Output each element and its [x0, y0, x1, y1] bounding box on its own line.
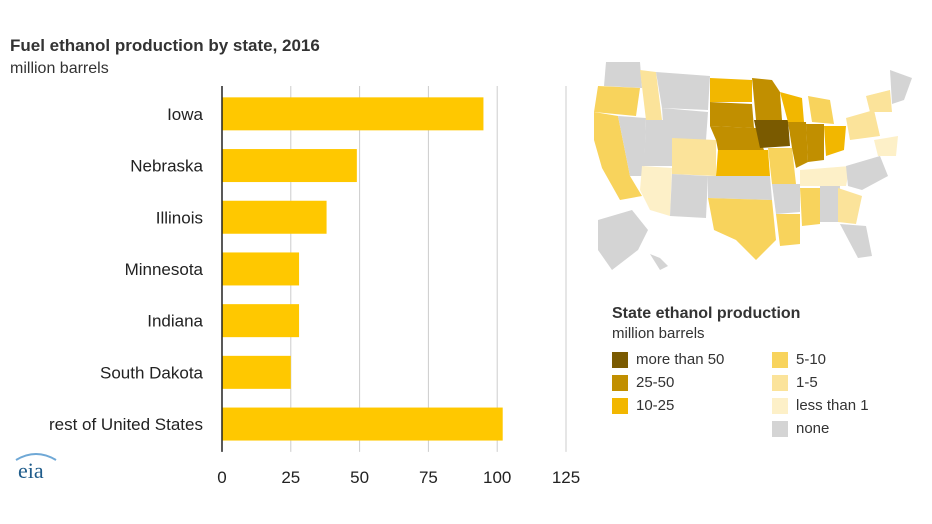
us-state-map [594, 62, 912, 270]
map-state [604, 62, 642, 88]
map-state [618, 116, 646, 176]
map-state [670, 174, 708, 218]
map-state [710, 102, 754, 128]
legend-swatch [612, 351, 628, 368]
legend-swatch [772, 374, 788, 391]
bar [222, 407, 503, 441]
map-state [716, 150, 770, 176]
x-tick-label: 125 [552, 468, 580, 487]
map-state [594, 86, 640, 116]
x-tick-label: 0 [217, 468, 226, 487]
map-state [772, 184, 800, 214]
eia-logo-text: eia [18, 458, 44, 483]
legend-label: 25-50 [636, 374, 675, 391]
legend-item: more than 50 [612, 348, 772, 371]
map-state [874, 136, 898, 156]
x-tick-label: 50 [350, 468, 369, 487]
map-state [672, 138, 716, 176]
category-label: South Dakota [100, 363, 204, 382]
legend-item: 1-5 [772, 371, 912, 394]
category-label: Nebraska [130, 157, 203, 176]
legend-items: more than 50 25-50 10-25 5-10 1-5 less t… [612, 348, 922, 440]
legend-item: 10-25 [612, 394, 772, 417]
legend-label: 1-5 [796, 374, 818, 391]
map-state [650, 254, 668, 270]
map-state [708, 198, 776, 260]
map-state [820, 186, 840, 222]
legend-swatch [772, 397, 788, 414]
category-label: Iowa [167, 105, 203, 124]
map-state [800, 188, 820, 226]
legend-item [612, 417, 772, 440]
map-state [752, 78, 782, 120]
bar [222, 304, 300, 338]
category-label: rest of United States [49, 415, 203, 434]
legend-swatch [772, 420, 788, 437]
chart-title: Fuel ethanol production by state, 2016 [10, 36, 320, 55]
x-tick-label: 75 [419, 468, 438, 487]
bar [222, 97, 484, 131]
map-state [866, 90, 892, 112]
map-state [644, 120, 672, 166]
bar [222, 355, 291, 389]
legend-label: 10-25 [636, 397, 675, 414]
map-states [594, 62, 912, 270]
map-state [656, 72, 710, 110]
map-state [846, 110, 880, 140]
map-state [846, 156, 888, 190]
map-state [708, 176, 772, 200]
legend-subtitle: million barrels [612, 325, 705, 342]
legend-label: 5-10 [796, 351, 827, 368]
map-legend: State ethanol production million barrels… [612, 305, 922, 440]
map-state [890, 70, 912, 104]
map-state [776, 214, 800, 246]
map-state [768, 148, 796, 184]
bar-chart: 0 25 50 75 100 125 Iowa Nebraska Illinois Minneso… [49, 86, 580, 487]
legend-item: none [772, 417, 912, 440]
map-state [806, 124, 824, 162]
legend-title: State ethanol production [612, 305, 801, 322]
category-label: Illinois [156, 208, 203, 227]
map-state [780, 92, 804, 122]
map-state [640, 70, 662, 120]
legend-item: less than 1 [772, 394, 912, 417]
map-state [640, 166, 672, 216]
x-tick-label: 25 [281, 468, 300, 487]
map-state [840, 224, 872, 258]
map-state [710, 126, 764, 150]
map-state [808, 96, 834, 124]
map-state [788, 122, 808, 168]
legend-label: less than 1 [796, 397, 869, 414]
chart-subtitle: million barrels [10, 60, 109, 77]
bar [222, 252, 300, 286]
map-state [824, 126, 846, 156]
x-tick-label: 100 [483, 468, 511, 487]
legend-label: more than 50 [636, 351, 725, 368]
map-state [662, 108, 708, 140]
map-state [800, 166, 850, 186]
legend-label: none [796, 420, 830, 437]
map-state [594, 112, 642, 200]
legend-item: 25-50 [612, 371, 772, 394]
map-state [598, 210, 648, 270]
map-state [754, 120, 790, 148]
bar [222, 149, 357, 183]
legend-item: 5-10 [772, 348, 912, 371]
category-label: Minnesota [125, 260, 204, 279]
legend-swatch [772, 351, 788, 368]
map-state [710, 78, 752, 102]
legend-swatch [612, 374, 628, 391]
map-state [838, 188, 862, 224]
eia-logo [15, 453, 57, 461]
bar [222, 200, 327, 234]
legend-swatch [612, 397, 628, 414]
category-label: Indiana [147, 312, 203, 331]
